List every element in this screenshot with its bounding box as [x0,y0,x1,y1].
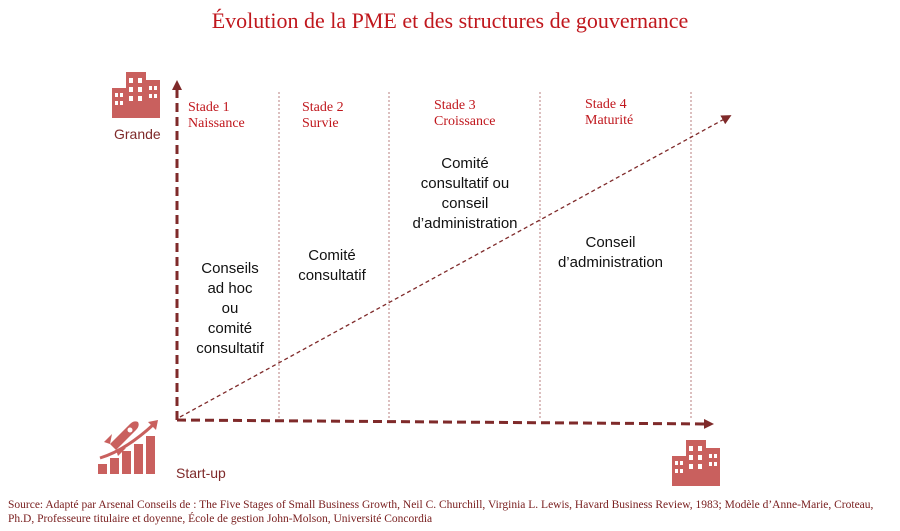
horizontal-axis [176,418,714,429]
growth-line [179,115,732,418]
stage-number: Stade 2 [302,100,344,115]
governance-text: Conseils ad hoc ou comité consultatif [196,260,264,357]
axis-label-bottom: Start-up [176,465,226,481]
stage-header: Stade 2 Survie [302,100,344,132]
stage-header: Stade 1 Naissance [188,100,245,132]
governance-text: Conseil d’administration [557,234,664,271]
stage-header: Stade 3 Croissance [434,98,495,130]
stage-number: Stade 1 [188,100,230,115]
governance-text: Comité consultatif ou conseil d’administ… [412,155,518,232]
building-icon [672,440,720,486]
stage-header: Stade 4 Maturité [585,97,633,129]
stage-number: Stade 3 [434,98,476,113]
source-note: Source: Adapté par Arsenal Conseils de :… [8,499,874,525]
building-icon [112,72,160,118]
axis-label-top: Grande [114,126,161,142]
stage-name: Croissance [434,114,496,129]
stage-name: Naissance [188,116,245,131]
rocket-growth-icon [98,420,158,474]
stage-name: Survie [302,116,339,131]
stage-number: Stade 4 [585,97,627,112]
stage-name: Maturité [585,113,634,128]
page-title: Évolution de la PME et des structures de… [211,8,689,33]
governance-text: Comité consultatif [298,247,366,284]
